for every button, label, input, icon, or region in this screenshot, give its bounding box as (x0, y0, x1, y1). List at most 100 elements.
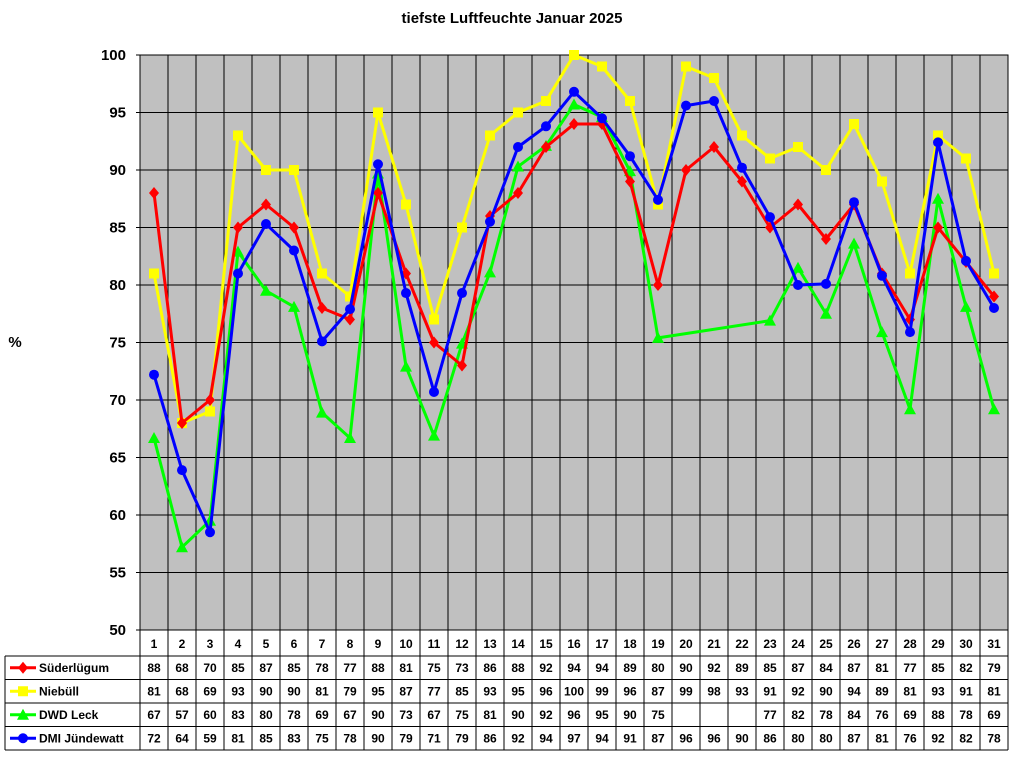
table-cell: 87 (399, 684, 413, 698)
data-point (345, 313, 355, 326)
data-point (681, 61, 691, 72)
table-cell: 67 (427, 708, 441, 722)
y-tick-label: 65 (109, 450, 126, 467)
data-point (793, 198, 803, 211)
data-point (261, 219, 271, 230)
data-point (345, 304, 355, 315)
table-cell: 67 (147, 708, 161, 722)
x-tick-label: 15 (539, 637, 553, 651)
data-point (681, 100, 691, 111)
data-point (793, 142, 803, 152)
y-tick-label: 95 (109, 105, 126, 122)
data-point (205, 527, 215, 538)
data-point (765, 153, 775, 164)
data-point (401, 288, 411, 299)
table-cell: 95 (371, 684, 385, 698)
data-point (428, 429, 440, 441)
x-tick-label: 10 (399, 637, 413, 651)
data-point (681, 164, 691, 176)
data-point (429, 314, 439, 325)
table-cell: 91 (623, 731, 637, 745)
table-cell: 80 (259, 708, 273, 722)
table-cell: 81 (315, 684, 329, 698)
data-point (317, 336, 327, 347)
data-point (821, 278, 831, 289)
data-point (905, 268, 915, 279)
x-tick-label: 23 (763, 637, 777, 651)
data-point (316, 406, 328, 418)
table-cell: 96 (679, 731, 693, 745)
data-point (877, 270, 887, 281)
table-cell: 91 (763, 684, 777, 698)
data-point (400, 360, 412, 372)
table-cell: 83 (287, 731, 301, 745)
table-cell: 76 (903, 731, 917, 745)
table-cell: 84 (847, 708, 861, 722)
x-tick-label: 25 (819, 637, 833, 651)
data-point (457, 288, 467, 299)
data-point (764, 314, 776, 326)
table-cell: 89 (623, 661, 637, 675)
data-point (877, 176, 887, 187)
table-cell: 85 (231, 661, 245, 675)
data-point (149, 268, 159, 279)
x-tick-label: 19 (651, 637, 665, 651)
table-cell: 90 (259, 684, 273, 698)
data-point (653, 194, 663, 205)
data-point (821, 233, 831, 245)
x-tick-label: 8 (347, 637, 354, 651)
data-point (709, 73, 719, 83)
table-cell: 87 (791, 661, 805, 675)
data-point (989, 303, 999, 313)
table-cell: 78 (819, 708, 833, 722)
legend-key-marker (18, 661, 28, 674)
data-point (176, 541, 188, 553)
data-point (933, 221, 943, 234)
x-tick-label: 5 (263, 637, 270, 651)
table-cell: 85 (259, 731, 273, 745)
x-tick-label: 31 (987, 637, 1001, 651)
table-cell: 80 (651, 661, 665, 675)
table-cell: 86 (483, 731, 497, 745)
table-cell: 96 (707, 731, 721, 745)
table-cell: 90 (679, 661, 693, 675)
table-cell: 90 (287, 684, 301, 698)
data-point (261, 198, 271, 211)
data-point (988, 403, 1000, 415)
table-cell: 94 (595, 731, 609, 745)
data-point (513, 187, 523, 199)
table-cell: 68 (175, 661, 189, 675)
data-point (373, 159, 383, 170)
table-cell: 67 (343, 708, 357, 722)
table-cell: 78 (959, 708, 973, 722)
table-cell: 87 (651, 684, 665, 698)
table-cell: 69 (903, 708, 917, 722)
table-cell: 80 (819, 731, 833, 745)
table-cell: 82 (959, 731, 973, 745)
table-cell: 86 (763, 731, 777, 745)
table-cell: 89 (735, 661, 749, 675)
data-point (484, 266, 496, 278)
x-tick-label: 13 (483, 637, 497, 651)
data-point (625, 151, 635, 162)
table-cell: 60 (203, 708, 217, 722)
table-cell: 88 (511, 661, 525, 675)
table-cell: 81 (903, 684, 917, 698)
table-cell: 90 (819, 684, 833, 698)
table-cell: 93 (231, 684, 245, 698)
y-tick-label: 60 (109, 507, 126, 524)
y-tick-label: 85 (109, 220, 126, 237)
data-point (205, 394, 215, 406)
table-cell: 85 (763, 661, 777, 675)
table-cell: 79 (987, 661, 1001, 675)
data-point (513, 107, 523, 118)
table-cell: 73 (399, 708, 413, 722)
x-tick-label: 2 (179, 637, 186, 651)
data-point (344, 431, 356, 443)
table-cell: 96 (567, 708, 581, 722)
table-cell: 84 (819, 661, 833, 675)
x-tick-label: 3 (207, 637, 214, 651)
table-cell: 87 (847, 731, 861, 745)
